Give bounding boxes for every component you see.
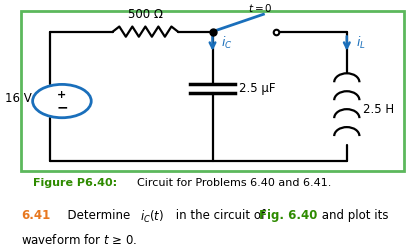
Text: 2.5 H: 2.5 H — [363, 103, 394, 116]
Text: Figure P6.40:: Figure P6.40: — [33, 178, 118, 188]
Text: +: + — [57, 90, 67, 100]
Text: and plot its: and plot its — [317, 209, 388, 222]
Text: $i_C$: $i_C$ — [221, 35, 233, 51]
Text: in the circuit of: in the circuit of — [172, 209, 269, 222]
Text: Circuit for Problems 6.40 and 6.41.: Circuit for Problems 6.40 and 6.41. — [137, 178, 332, 188]
Text: waveform for $t$ ≥ 0.: waveform for $t$ ≥ 0. — [21, 233, 137, 247]
Text: Determine: Determine — [60, 209, 134, 222]
Text: 16 V: 16 V — [5, 92, 31, 105]
Text: 2.5 μF: 2.5 μF — [239, 82, 275, 95]
Text: −: − — [56, 101, 68, 115]
Text: $t=0$: $t=0$ — [248, 2, 273, 14]
Text: 6.41: 6.41 — [21, 209, 50, 222]
Text: $i_C(t)$: $i_C(t)$ — [140, 209, 164, 225]
Text: 500 Ω: 500 Ω — [128, 7, 163, 21]
Text: $i_L$: $i_L$ — [356, 35, 366, 51]
Text: Fig. 6.40: Fig. 6.40 — [259, 209, 317, 222]
